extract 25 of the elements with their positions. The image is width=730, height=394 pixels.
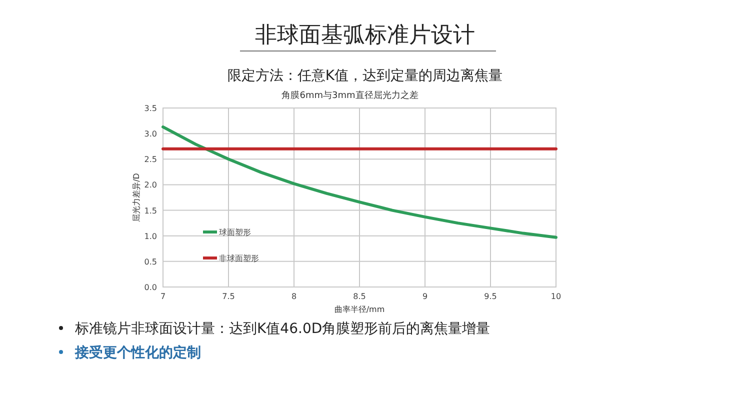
text: 标准镜片非球面设计量：达到K值46.0D角膜塑形前后的离焦量增量 [74, 321, 490, 337]
x-tick-label: 8 [291, 292, 297, 301]
y-tick-label: 1.0 [144, 232, 157, 241]
y-tick-label: 3.0 [144, 130, 157, 139]
x-tick-label: 9 [422, 292, 428, 301]
line-series [162, 125, 558, 239]
chart-subtitle: 限定方法：任意K值，达到定量的周边离焦量 [227, 68, 503, 84]
text: 非球面基弧标准片设计 [255, 23, 475, 48]
legend-label: 非球面塑形 [219, 254, 259, 263]
legend-label: 球面塑形 [219, 228, 251, 237]
x-axis-title: 曲率半径/mm [334, 305, 385, 314]
x-tick-label: 7 [160, 292, 166, 301]
y-tick-label: 0.5 [144, 257, 157, 266]
y-tick-label: 2.5 [144, 155, 157, 164]
y-axis-title: 屈光力差异/D [132, 173, 141, 222]
y-tick-label: 1.5 [144, 206, 157, 216]
chart-title: 角膜6mm与3mm直径屈光力之差 [282, 90, 418, 101]
y-tick-label: 2.0 [144, 180, 157, 190]
x-tick-label: 10 [550, 292, 562, 301]
y-tick-label: 3.5 [144, 104, 157, 113]
text: 接受更个性化的定制 [74, 344, 201, 361]
x-tick-label: 8.5 [353, 292, 366, 301]
x-tick-label: 9.5 [484, 292, 497, 301]
x-tick-label: 7.5 [222, 292, 235, 301]
y-tick-label: 0.0 [144, 283, 157, 292]
